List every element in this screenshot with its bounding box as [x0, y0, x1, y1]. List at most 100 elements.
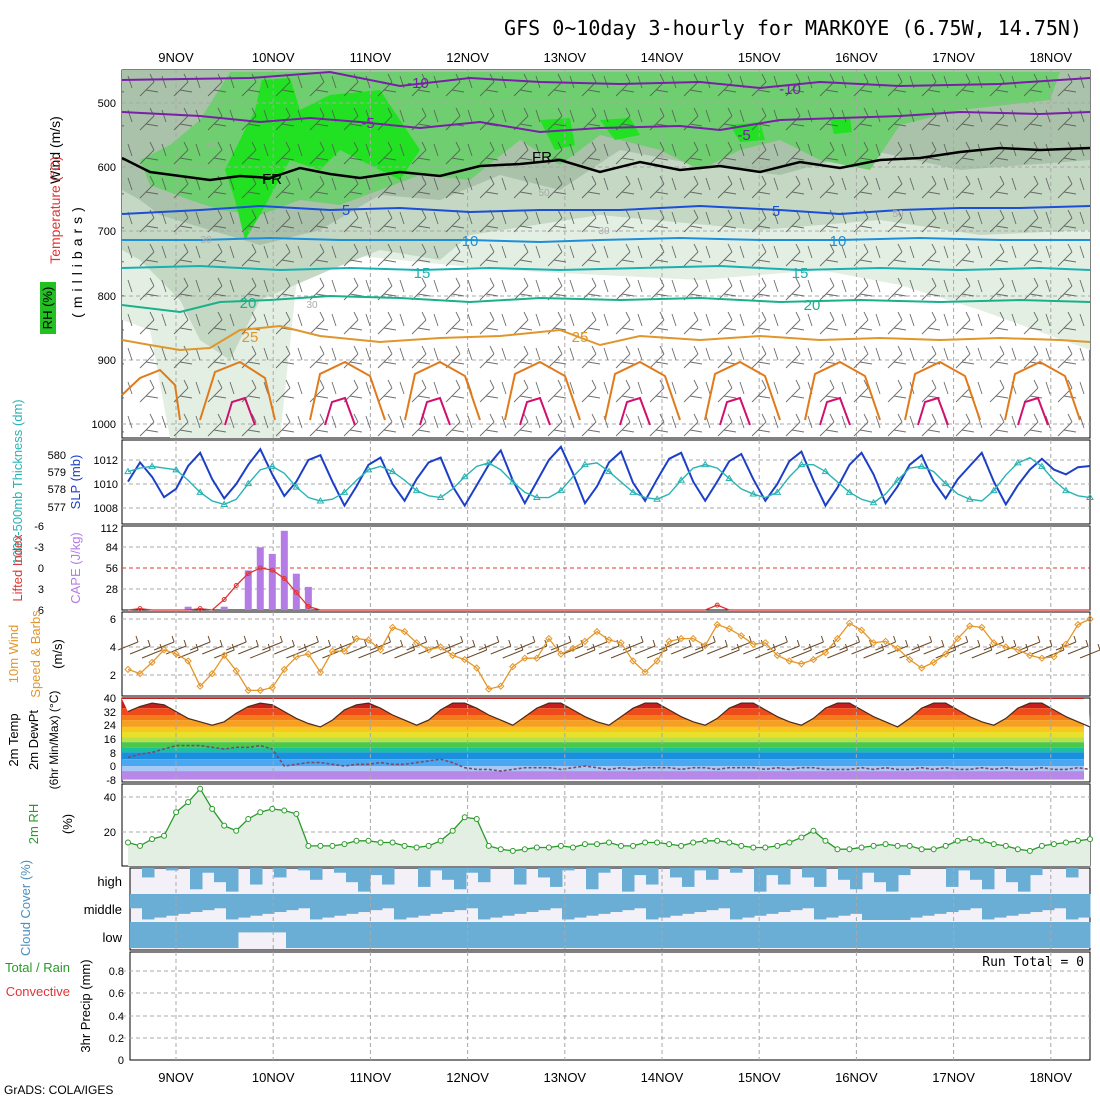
- wind10m-barb: [731, 641, 752, 651]
- lifted-y-ticks: -6 -3 0 3 6: [34, 521, 44, 617]
- slp-axis-label: SLP (mb): [68, 455, 83, 510]
- thickness-marker: [1013, 458, 1022, 466]
- cloud-high-cell: [538, 868, 551, 878]
- cloud-middle-cell: [670, 894, 683, 916]
- wind10m-marker: [521, 654, 529, 662]
- contour-15: [121, 264, 1091, 272]
- rh2m-marker: [954, 837, 961, 844]
- lifted-marker: [305, 604, 311, 609]
- rh2m-panel: 40 20 2m RH (%): [26, 783, 1093, 867]
- cloud-panel: high middle low Cloud Cover (%): [18, 860, 1091, 956]
- thickness-marker: [292, 483, 301, 490]
- wind10m-marker: [557, 650, 565, 658]
- thickness-marker: [989, 486, 998, 494]
- rh2m-marker: [569, 844, 576, 851]
- precip-tick: 0.6: [109, 988, 124, 1000]
- thickness-tick: 579: [48, 467, 66, 479]
- cloud-low-cell: [754, 922, 767, 948]
- slp-tick: 1008: [94, 503, 118, 515]
- temp2m-tick: 40: [104, 693, 116, 705]
- cloud-middle-cell: [598, 894, 611, 914]
- cloud-middle-cell: [790, 894, 803, 911]
- thickness-marker: [364, 465, 373, 473]
- cloud-high-cell: [418, 868, 431, 887]
- cloud-middle-cell: [562, 894, 575, 920]
- wind10m-barb: [857, 635, 860, 643]
- rh2m-marker: [245, 815, 252, 822]
- rh2m-marker: [161, 832, 168, 839]
- rh2m-marker: [365, 837, 372, 844]
- date-label-top: 13NOV: [543, 50, 586, 65]
- wind10m-barb: [748, 635, 752, 643]
- cloud-high-cell: [1030, 868, 1043, 876]
- rh2m-marker: [906, 842, 913, 849]
- pressure-tick: 900: [98, 355, 116, 367]
- upper-panel-axis-labels: Wind (m/s) Temperature (°C) RH (%) (mill…: [40, 116, 85, 334]
- cloud-high-cell: [382, 868, 395, 885]
- temp-band: [122, 752, 1084, 760]
- wind10m-barb: [508, 639, 512, 647]
- rh2m-marker: [1014, 846, 1021, 853]
- wind10m-tick: 4: [110, 642, 116, 654]
- rh2m-marker: [858, 844, 865, 851]
- thickness-tick: 578: [48, 484, 66, 496]
- wind10m-marker: [244, 686, 252, 695]
- wind10m-marker: [316, 668, 325, 676]
- contour-label: 5: [342, 202, 350, 219]
- cloud-middle-cell: [514, 894, 527, 914]
- temp2m-tick: 16: [104, 734, 116, 746]
- thickness-marker: [124, 467, 132, 475]
- thickness-marker: [893, 476, 902, 483]
- contour-label: 5: [772, 203, 780, 220]
- wind10m-barb: [796, 639, 800, 647]
- wind10m-barb: [851, 645, 872, 655]
- thickness-slp-panel: 580 579 578 577 1012 1010 1008 1000-500mb Thi…: [10, 399, 1094, 565]
- wind10m-barb: [1085, 639, 1089, 647]
- cloud-level-high: high: [97, 874, 122, 889]
- cloud-high-cell: [142, 868, 155, 878]
- rh2m-marker: [642, 839, 649, 846]
- lifted-axis-label: Lifted Index: [10, 534, 25, 602]
- cloud-middle-cell: [730, 894, 743, 920]
- contour-label: 30: [200, 235, 212, 246]
- cloud-low-cell: [958, 922, 971, 948]
- wind10m-barb: [382, 645, 403, 655]
- wind10m-marker: [978, 623, 986, 632]
- cape-bar: [244, 570, 252, 610]
- cloud-low-cell: [550, 922, 563, 948]
- upper-air-panel: -10 -10 -5 -5 FR FR 5 5 10 10 15 15 20 20 25 25 50 50 50 30…: [92, 69, 1091, 439]
- rh2m-marker: [221, 822, 228, 829]
- cloud-high-cell: [562, 868, 575, 871]
- cloud-middle-cell: [538, 894, 551, 911]
- cloud-low-cell: [598, 922, 611, 948]
- wind-barb-field: [122, 70, 1090, 438]
- cloud-middle-cell: [766, 894, 779, 914]
- wind10m-barb: [394, 649, 415, 659]
- cloud-middle-cell: [334, 894, 347, 916]
- date-label-bottom: 9NOV: [158, 1070, 194, 1085]
- rh2m-marker: [521, 846, 528, 853]
- cloud-middle-cell: [622, 894, 635, 911]
- wind10m-tick: 2: [110, 670, 116, 682]
- cloud-low-cell: [1006, 922, 1019, 948]
- date-label-top: 9NOV: [158, 50, 194, 65]
- temp2m-axis-label-2: 2m DewPt: [26, 710, 41, 770]
- rh2m-marker: [257, 809, 264, 816]
- wind10m-barb: [129, 645, 151, 655]
- cloud-low-cell: [1018, 922, 1031, 948]
- cloud-low-cell: [586, 922, 599, 948]
- rh2m-marker: [401, 842, 408, 849]
- cape-tick: 28: [106, 584, 118, 596]
- wind10m-barb: [598, 645, 620, 655]
- cloud-low-cell: [574, 922, 587, 948]
- wind10m-barb: [262, 641, 283, 651]
- rh2m-marker: [557, 842, 564, 849]
- upper-y-ticks: 500 600 700 800 900 1000: [92, 98, 116, 431]
- cloud-middle-cell: [466, 894, 479, 909]
- thickness-series-line: [127, 456, 1091, 506]
- wind10m-barb: [682, 649, 704, 659]
- rh2m-marker: [317, 842, 324, 849]
- cloud-high-cell: [454, 868, 467, 890]
- wind10m-barb: [803, 641, 824, 651]
- rh2m-marker: [581, 841, 588, 848]
